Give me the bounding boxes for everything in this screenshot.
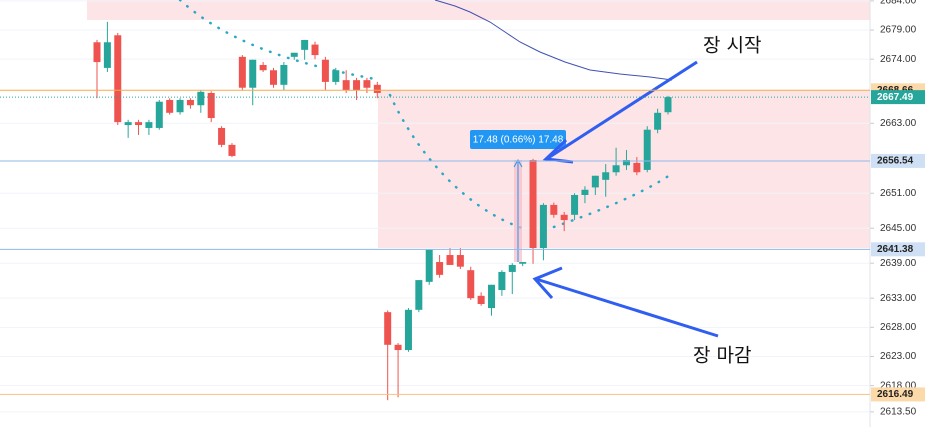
step-line [434,0,673,81]
zone-session [378,90,870,248]
candle-body [664,97,672,113]
candle-body [581,189,589,195]
candle-body [571,194,579,215]
y-tick-label: 2684.00 [880,0,917,7]
candle-body [436,262,444,275]
y-tick-label: 2618.00 [880,380,917,391]
candle-body [249,59,257,88]
annotation: 장 시작 [703,35,761,57]
candle-body [114,35,122,123]
candle-body [446,255,454,265]
arrow [535,277,719,338]
candle-body [321,59,329,82]
candle-body [363,80,371,88]
candle-body [207,92,215,119]
sar-dots [543,173,672,232]
arrow-head [532,266,563,300]
candle-body [176,99,184,113]
y-axis: 2684.00 2679.00 2674.00 2663.00 2651.00 2645.… [870,0,917,417]
candle-body [415,280,423,310]
zone-top [87,0,870,20]
candle-body [290,52,298,57]
grid [0,0,870,413]
candle-body [602,172,610,180]
y-tick-label: 2651.00 [880,188,917,199]
candle-body [560,214,568,221]
candle-body [218,127,226,145]
price-label-bg [871,387,925,402]
annotation-arrows: 장 시작 장 마감 [532,35,761,367]
candle-body [197,91,205,106]
y-tick-label: 2613.50 [880,406,917,417]
candle-body [477,295,485,305]
candle-body [591,175,599,188]
measure-box [470,130,566,149]
candle-body [425,249,433,282]
candle-body [404,309,412,351]
candle-body [124,122,132,126]
candle-body [519,262,527,264]
candle-body [93,42,101,63]
annotation: 장 마감 [693,345,751,367]
measure-label: 17.48 (0.66%) 17.48 [473,135,564,146]
candle-body [332,70,340,82]
candle-body [135,122,143,126]
price-label: 2641.38 [877,244,914,255]
measure-tool: 17.48 (0.66%) 17.48 [470,130,566,262]
measure-arrow [513,158,523,168]
candle-body [238,56,246,88]
price-label-bg [871,153,925,168]
y-tick-label: 2623.00 [880,351,917,362]
candle-body [228,144,236,156]
candle-body [301,39,309,50]
candle-body [259,64,267,71]
candle-body [186,99,194,106]
sar-dots [388,93,524,230]
y-tick-label: 2663.00 [880,118,917,129]
y-tick-label: 2633.00 [880,293,917,304]
candle-body [311,44,319,56]
price-label: 2616.49 [877,389,914,400]
candle-body [550,204,558,215]
candle-body [498,271,506,291]
candle-body [373,84,381,93]
candle-body [103,42,111,68]
y-tick-label: 2628.00 [880,322,917,333]
candle-body [539,204,547,249]
background [87,0,871,427]
candle-body [155,101,163,128]
candle-body [166,99,174,113]
candle-body [654,112,662,130]
candle-body [508,264,516,272]
candle-body [643,129,651,170]
candle-body [353,80,361,91]
candle-body [622,160,630,166]
y-tick-label: 2679.00 [880,25,917,36]
y-tick-label: 2645.00 [880,223,917,234]
candle-body [456,255,464,267]
candle-body [612,165,620,173]
candle-body [280,64,288,85]
y-tick-label: 2674.00 [880,54,917,65]
arrow [547,60,698,160]
candle-body [633,162,641,173]
price-label: 2656.54 [877,156,914,167]
candle-body [488,284,496,309]
indicators [178,0,673,232]
candles [93,21,672,401]
y-tick-label: 2639.00 [880,258,917,269]
candle-body [384,312,392,345]
price-label-bg [871,242,925,257]
candle-body [394,344,402,351]
candle-body [342,80,350,91]
candle-body [269,70,277,85]
price-label-bg [871,90,925,105]
candle-body [467,270,475,299]
candle-body [145,122,153,128]
candle-body [529,160,537,249]
price-label: 2667.49 [877,92,914,103]
